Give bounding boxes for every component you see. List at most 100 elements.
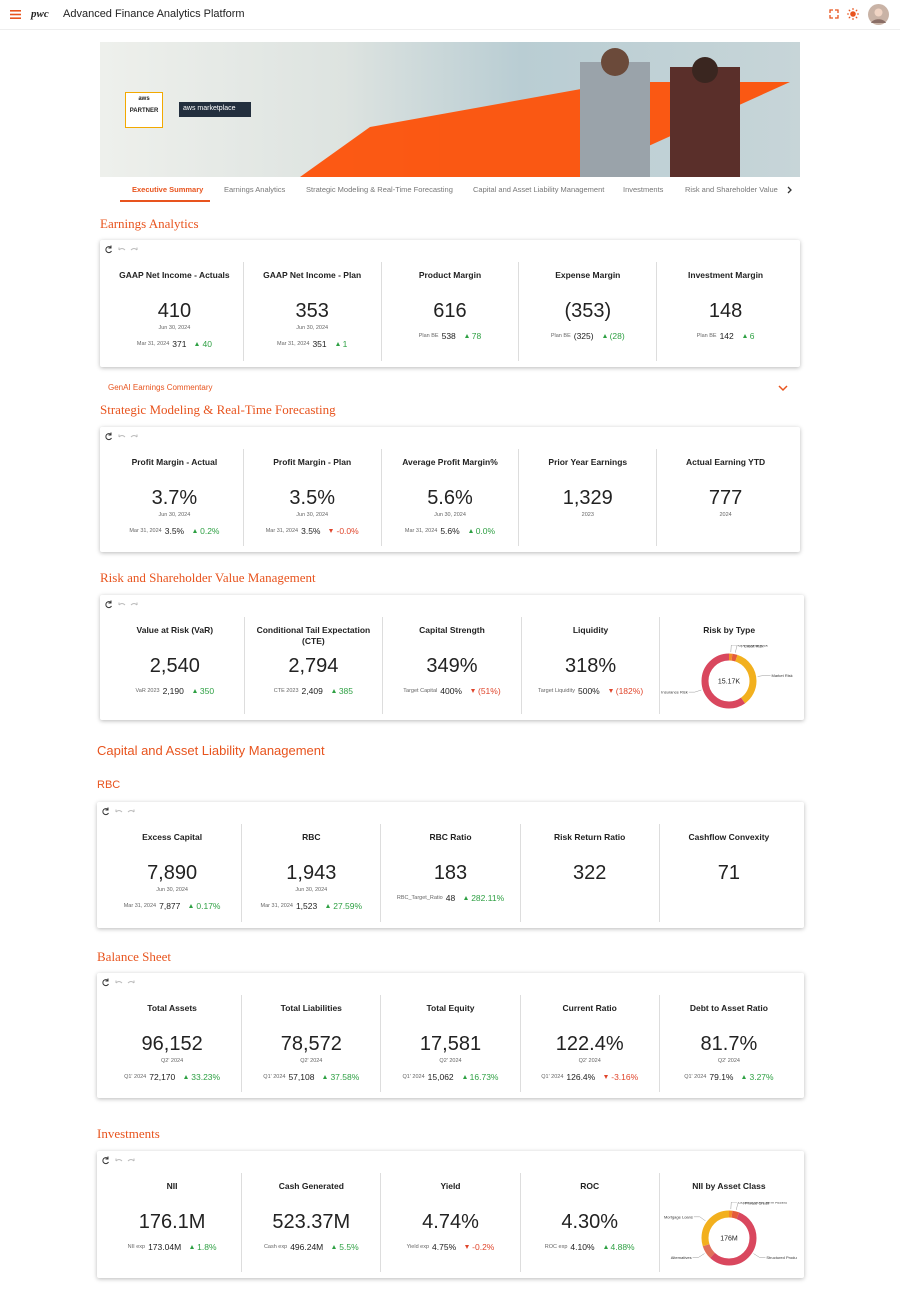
kpi-tile: GAAP Net Income - Plan 353 Jun 30, 2024 Mar… — [244, 262, 382, 361]
trend-arrow — [468, 529, 473, 533]
chevron-icon — [778, 385, 788, 392]
undo-icon — [115, 809, 123, 813]
kpi-row: GAAP Net Income - Actuals 410 Jun 30, 2024… — [106, 262, 794, 361]
top-bar: pwc Advanced Finance Analytics Platform — [0, 0, 900, 30]
compare-label: Q1' 2024 — [124, 1074, 147, 1080]
kpi-compare: Q1' 2024 15,062 16.73% — [403, 1072, 499, 1082]
toolbar-icons — [102, 1156, 135, 1165]
section-title: Balance Sheet — [97, 949, 171, 964]
kpi-value: 1,943 — [286, 862, 337, 884]
kpi-delta: 0.2% — [200, 526, 220, 536]
segment-label: Credit Risk — [744, 645, 764, 648]
kpi-delta: 385 — [338, 686, 353, 696]
kpi-card: GAAP Net Income - Actuals 410 Jun 30, 2024… — [100, 240, 800, 367]
trend-arrow — [193, 529, 198, 533]
kpi-compare: Plan BE (325) (28) — [551, 331, 625, 341]
nav-tab[interactable]: Executive Summary — [132, 185, 204, 194]
section-title: Risk and Shareholder Value Management — [100, 570, 316, 585]
nav-tab[interactable]: Investments — [623, 185, 664, 194]
kpi-value: 176.1M — [138, 1211, 206, 1233]
fullscreen-button[interactable] — [829, 9, 839, 19]
kpi-delta: 3.27% — [749, 1072, 774, 1082]
refresh-icon — [105, 600, 112, 609]
kpi-delta: 1.8% — [197, 1242, 217, 1252]
logo: pwc — [31, 8, 49, 20]
menu-button[interactable] — [10, 10, 21, 19]
kpi-title: Excess Capital — [142, 832, 203, 842]
kpi-title: RBC Ratio — [429, 832, 472, 842]
kpi-tile: Average Profit Margin% 5.6% Jun 30, 2024 Ma… — [382, 449, 520, 546]
kpi-row: Total Assets 96,152 Q2' 2024 Q1' 2024 72,170… — [103, 995, 798, 1092]
kpi-date: 2024 — [719, 512, 732, 518]
compare-label: Q1' 2024 — [263, 1074, 286, 1080]
redo-icon — [127, 980, 135, 984]
nav-tab[interactable]: Capital and Asset Liability Management — [473, 185, 605, 194]
kpi-tile: Expense Margin (353) Plan BE (325) (28) — [519, 262, 658, 361]
card-toolbar — [102, 1156, 138, 1165]
trend-arrow — [331, 689, 336, 693]
segment-label: Liquid or Short Term Assets — [738, 1202, 787, 1205]
compare-value: 79.1% — [709, 1072, 734, 1082]
section-title: Earnings Analytics — [100, 216, 199, 231]
compare-value: 1,523 — [295, 901, 318, 911]
toolbar-icons — [102, 978, 135, 987]
kpi-date: Jun 30, 2024 — [296, 325, 329, 331]
nav-tab[interactable]: Earnings Analytics — [224, 185, 286, 194]
kpi-tile: Total Liabilities 78,572 Q2' 2024 Q1' 2024 5… — [242, 995, 382, 1092]
kpi-title: Liquidity — [572, 625, 609, 635]
kpi-tile: Capital Strength 349% Target Capital 400% (5… — [383, 617, 522, 714]
commentary-toggle[interactable]: GenAI Earnings Commentary — [108, 383, 213, 392]
compare-value: 3.5% — [301, 526, 321, 536]
kpi-tile: Profit Margin - Plan 3.5% Jun 30, 2024 Mar … — [244, 449, 382, 546]
kpi-delta: 5.5% — [339, 1242, 359, 1252]
nav-tab[interactable]: Strategic Modeling & Real-Time Forecasti… — [306, 185, 453, 194]
refresh-icon — [102, 807, 109, 816]
kpi-title: GAAP Net Income - Actuals — [119, 270, 230, 280]
compare-label: ROC exp — [544, 1244, 568, 1250]
toolbar-icons — [105, 600, 138, 609]
leader-line — [688, 689, 702, 693]
undo-icon — [115, 980, 123, 984]
kpi-tile: Product Margin 616 Plan BE 538 78 — [382, 262, 520, 361]
kpi-tile: Value at Risk (VaR) 2,540 VaR 2023 2,190 350 — [106, 617, 245, 714]
compare-value: 2,190 — [162, 686, 184, 696]
refresh-icon — [102, 1156, 109, 1165]
kpi-title: Risk by Type — [703, 625, 756, 635]
trend-arrow — [464, 896, 469, 900]
trend-arrow — [603, 1245, 608, 1249]
expand-chevron[interactable] — [778, 385, 788, 392]
trend-arrow — [742, 334, 747, 338]
compare-label: RBC_Target_Ratio — [396, 895, 443, 901]
compare-label: Mar 31, 2024 — [265, 528, 299, 534]
compare-label: Yield exp — [406, 1244, 430, 1250]
theme-button[interactable] — [847, 8, 859, 20]
leader-line — [730, 1201, 738, 1209]
redo-icon — [127, 809, 135, 813]
kpi-title: Total Liabilities — [280, 1003, 342, 1013]
kpi-tile: RBC 1,943 Jun 30, 2024 Mar 31, 2024 1,523 27.… — [242, 824, 382, 922]
trend-arrow — [332, 1245, 337, 1249]
kpi-delta: 27.59% — [333, 901, 363, 911]
card-toolbar — [105, 245, 141, 254]
compare-label: Cash exp — [263, 1244, 288, 1250]
section-title: Investments — [97, 1126, 160, 1141]
kpi-value: 777 — [708, 487, 743, 509]
undo-icon — [118, 602, 126, 606]
user-avatar[interactable] — [868, 4, 889, 25]
redo-icon — [127, 1158, 135, 1162]
tabs-next[interactable] — [787, 186, 793, 194]
kpi-title: Yield — [440, 1181, 461, 1191]
badge-label: PARTNER — [129, 108, 159, 114]
badge-brand: aws — [138, 96, 150, 102]
kpi-date: Q2' 2024 — [439, 1058, 462, 1064]
nav-tab[interactable]: Risk and Shareholder Value — [685, 185, 778, 194]
leader-line — [735, 1202, 744, 1210]
kpi-tile: Debt to Asset Ratio 81.7% Q2' 2024 Q1' 2024… — [660, 995, 798, 1092]
kpi-delta: 6 — [749, 331, 755, 341]
kpi-tile: Conditional Tail Expectation (CTE) 2,794 C… — [245, 617, 384, 714]
kpi-date: Jun 30, 2024 — [156, 887, 188, 893]
compare-value: 142 — [719, 331, 734, 341]
kpi-row: Profit Margin - Actual 3.7% Jun 30, 2024 Ma… — [106, 449, 794, 546]
